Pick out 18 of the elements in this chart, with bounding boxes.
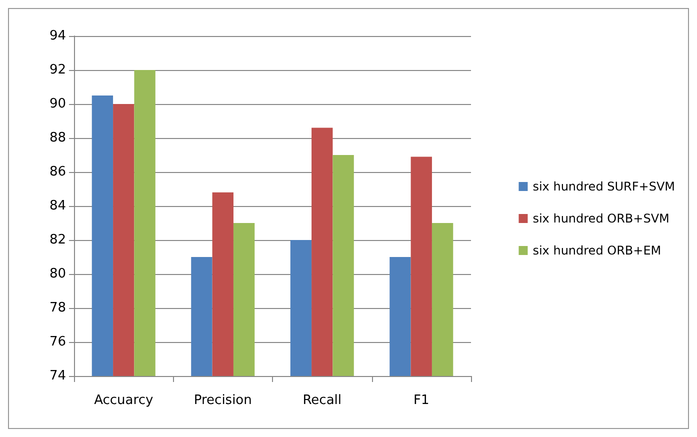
y-tick-label: 90 [49,96,66,112]
x-tick-label: Accuarcy [94,393,154,408]
y-tick-label: 92 [49,62,66,78]
y-tick-label: 94 [49,28,66,44]
y-tick-label: 84 [49,198,66,214]
legend-label: six hundred ORB+SVM [532,212,670,226]
y-tick-label: 82 [49,232,66,248]
y-tick-label: 86 [49,164,66,180]
y-tick-label: 76 [49,334,66,350]
y-tick-label: 74 [49,368,66,384]
x-tick-label: Recall [302,393,342,408]
legend-label: six hundred SURF+SVM [532,180,675,194]
legend-label: six hundred ORB+EM [532,244,662,258]
x-tick-label: F1 [414,393,430,408]
y-tick-label: 88 [49,130,66,146]
y-tick-label: 80 [49,266,66,282]
x-tick-label: Precision [194,393,252,408]
y-tick-label: 78 [49,300,66,316]
